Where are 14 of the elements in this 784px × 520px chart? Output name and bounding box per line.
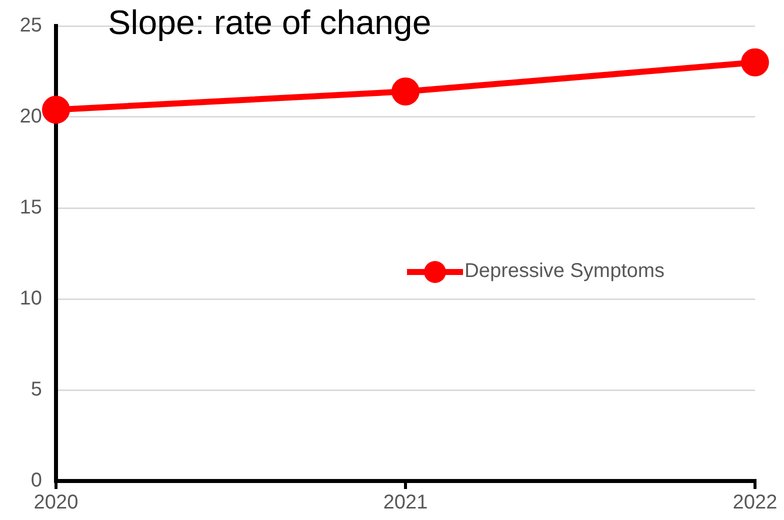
point <box>392 78 420 106</box>
chart-title: Slope: rate of change <box>108 4 432 43</box>
y-tick-label: 20 <box>20 106 42 128</box>
y-tick-label: 25 <box>20 14 42 37</box>
y-tick-label: 5 <box>30 378 42 401</box>
point <box>741 48 769 76</box>
legend-label: Depressive Symptoms <box>464 260 665 283</box>
y-tick-label: 0 <box>30 470 42 492</box>
x-tick-label: 2020 <box>34 492 78 514</box>
y-tick-label: 10 <box>20 288 42 310</box>
point <box>42 96 70 124</box>
x-tick-label: 2021 <box>383 492 428 514</box>
x-tick-label: 2022 <box>732 492 778 514</box>
y-tick-label: 15 <box>20 196 42 219</box>
